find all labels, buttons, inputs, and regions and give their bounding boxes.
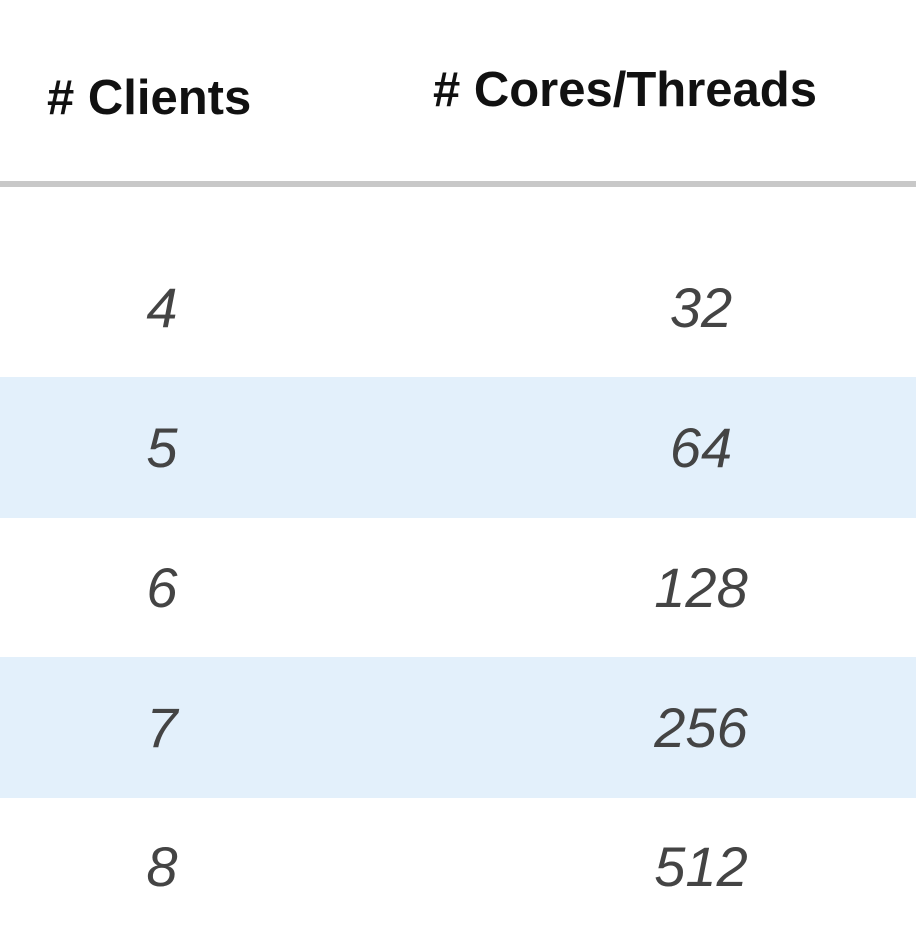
table-cell: 512 bbox=[654, 834, 748, 898]
table-row: 6 128 bbox=[0, 518, 916, 657]
table-cell: 5 bbox=[146, 416, 178, 479]
table-cell: 64 bbox=[669, 416, 733, 479]
table-cell: 4 bbox=[146, 275, 178, 339]
column-header: # Clients bbox=[47, 71, 252, 125]
table-row: 5 64 bbox=[0, 377, 916, 518]
table-cell: 8 bbox=[146, 834, 178, 898]
table-row: 7 256 bbox=[0, 657, 916, 798]
table-cell: 256 bbox=[654, 696, 748, 759]
table-row: 4 32 bbox=[0, 237, 916, 377]
header-rule bbox=[0, 181, 916, 187]
column-header: # Cores/Threads bbox=[433, 63, 817, 117]
table-cell: 128 bbox=[654, 556, 748, 619]
table-cell: 6 bbox=[146, 556, 178, 619]
table-row: 8 512 bbox=[0, 798, 916, 934]
table-cell: 32 bbox=[669, 275, 733, 339]
table-cell: 7 bbox=[146, 696, 178, 759]
